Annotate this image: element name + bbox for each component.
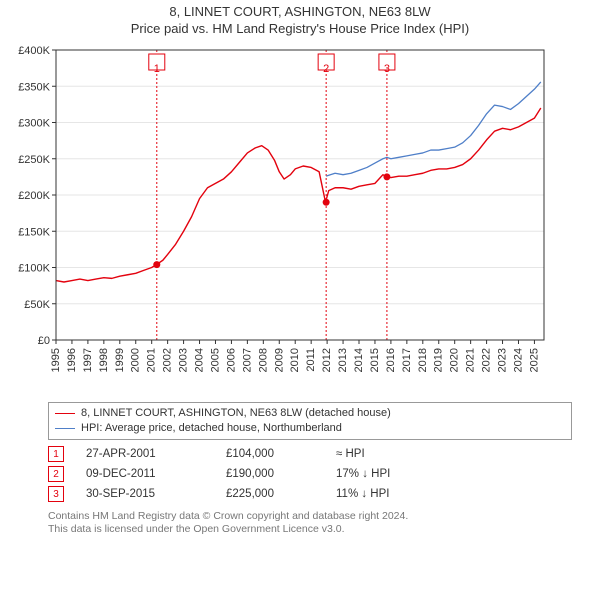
svg-text:2020: 2020 [449,348,461,372]
svg-text:£100K: £100K [18,263,50,275]
svg-text:2017: 2017 [401,348,413,372]
svg-text:1997: 1997 [82,348,94,372]
svg-text:2025: 2025 [528,348,540,372]
svg-text:£150K: £150K [18,226,50,238]
svg-text:2013: 2013 [337,348,349,372]
svg-text:3: 3 [384,63,390,75]
events-table: 1 27-APR-2001£104,000≈ HPI 2 09-DEC-2011£19… [48,444,572,504]
svg-text:2010: 2010 [289,348,301,372]
event-marker-box: 3 [48,486,64,502]
event-date: 30-SEP-2015 [86,488,226,500]
event-marker-box: 1 [48,446,64,462]
svg-text:2015: 2015 [369,348,381,372]
chart-subtitle: Price paid vs. HM Land Registry's House … [0,21,600,36]
svg-text:1995: 1995 [50,348,62,372]
event-date: 09-DEC-2011 [86,468,226,480]
event-note: ≈ HPI [336,448,365,460]
chart-svg: £0 £50K £100K £150K £200K £250K £300K £350K £400… [8,44,552,394]
svg-text:2021: 2021 [465,348,477,372]
svg-text:£400K: £400K [18,45,50,57]
svg-text:£50K: £50K [24,299,50,311]
license-text: Contains HM Land Registry data © Crown c… [48,510,572,536]
svg-text:1998: 1998 [98,348,110,372]
svg-text:2005: 2005 [209,348,221,372]
license-line: This data is licensed under the Open Gov… [48,523,572,536]
legend-item: HPI: Average price, detached house, Nort… [55,421,565,436]
svg-text:2019: 2019 [433,348,445,372]
svg-text:2003: 2003 [178,348,190,372]
event-row: 2 09-DEC-2011£190,00017% ↓ HPI [48,464,572,484]
event-price: £190,000 [226,468,336,480]
svg-text:£300K: £300K [18,118,50,130]
svg-text:2002: 2002 [162,348,174,372]
svg-text:2024: 2024 [512,348,524,372]
svg-text:1: 1 [154,63,160,75]
event-row: 1 27-APR-2001£104,000≈ HPI [48,444,572,464]
svg-text:£350K: £350K [18,81,50,93]
legend-label: HPI: Average price, detached house, Nort… [81,421,342,436]
svg-text:2006: 2006 [225,348,237,372]
svg-text:2009: 2009 [273,348,285,372]
svg-text:2016: 2016 [385,348,397,372]
svg-text:2004: 2004 [194,348,206,372]
chart-title: 8, LINNET COURT, ASHINGTON, NE63 8LW [0,4,600,19]
event-note: 17% ↓ HPI [336,468,390,480]
svg-text:2: 2 [323,63,329,75]
svg-text:£0: £0 [38,335,50,347]
legend-swatch [55,428,75,429]
event-price: £104,000 [226,448,336,460]
legend-label: 8, LINNET COURT, ASHINGTON, NE63 8LW (de… [81,406,391,421]
event-date: 27-APR-2001 [86,448,226,460]
legend-swatch [55,413,75,414]
svg-text:£250K: £250K [18,154,50,166]
svg-text:1996: 1996 [66,348,78,372]
svg-text:2001: 2001 [146,348,158,372]
svg-text:2007: 2007 [241,348,253,372]
legend-item: 8, LINNET COURT, ASHINGTON, NE63 8LW (de… [55,406,565,421]
svg-text:2012: 2012 [321,348,333,372]
svg-text:2000: 2000 [130,348,142,372]
svg-text:2008: 2008 [257,348,269,372]
svg-text:2018: 2018 [417,348,429,372]
svg-text:2023: 2023 [497,348,509,372]
svg-text:1999: 1999 [114,348,126,372]
event-note: 11% ↓ HPI [336,488,389,500]
event-price: £225,000 [226,488,336,500]
event-row: 3 30-SEP-2015£225,00011% ↓ HPI [48,484,572,504]
svg-text:2011: 2011 [305,348,317,372]
legend: 8, LINNET COURT, ASHINGTON, NE63 8LW (de… [48,402,572,440]
svg-text:£200K: £200K [18,190,50,202]
svg-text:2014: 2014 [353,348,365,372]
license-line: Contains HM Land Registry data © Crown c… [48,510,572,523]
chart-area: £0 £50K £100K £150K £200K £250K £300K £350K £400… [8,44,592,399]
event-marker-box: 2 [48,466,64,482]
svg-text:2022: 2022 [481,348,493,372]
